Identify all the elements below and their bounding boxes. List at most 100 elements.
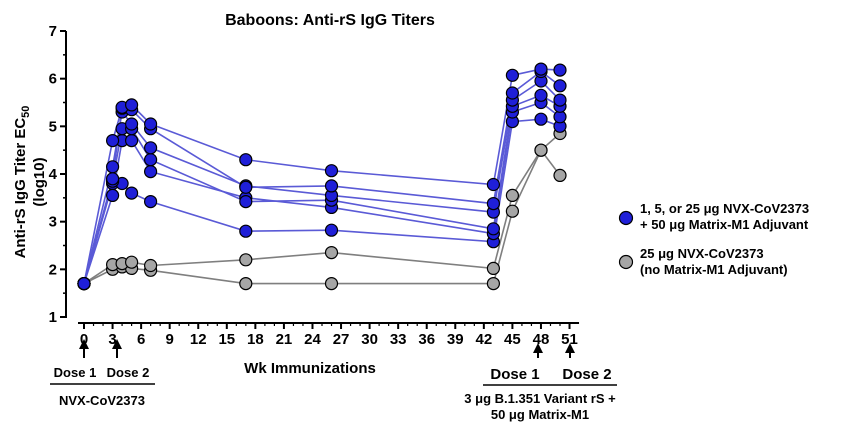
data-point-adjuvant bbox=[505, 86, 520, 100]
data-point-no-adjuvant bbox=[534, 143, 548, 157]
boost-label-line1: 3 μg B.1.351 Variant rS + bbox=[464, 391, 616, 406]
data-point-no-adjuvant bbox=[486, 277, 500, 291]
data-point-adjuvant bbox=[77, 277, 91, 291]
data-point-adjuvant bbox=[105, 172, 120, 186]
data-point-adjuvant bbox=[125, 186, 139, 200]
data-point-no-adjuvant bbox=[144, 258, 158, 273]
x-tick-label: 6 bbox=[137, 331, 145, 348]
y-axis-title: Anti-rS IgG Titer EC50 (log10) bbox=[12, 106, 48, 259]
data-point-adjuvant bbox=[144, 195, 158, 209]
x-tick-label: 12 bbox=[190, 331, 207, 348]
x-tick-label: 33 bbox=[390, 331, 407, 348]
series-line-adjuvant bbox=[83, 70, 561, 284]
x-axis-title: Wk Immunizations bbox=[244, 360, 376, 377]
chart-title: Baboons: Anti-rS IgG Titers bbox=[225, 12, 435, 29]
axes: 123456703691215182124273033363942454851 bbox=[49, 23, 580, 348]
x-tick-label: 9 bbox=[166, 331, 174, 348]
data-point-adjuvant bbox=[239, 153, 253, 167]
data-point-adjuvant bbox=[324, 164, 339, 178]
x-tick-label: 18 bbox=[247, 331, 264, 348]
dose1-label: Dose 1 bbox=[54, 365, 97, 380]
data-point-no-adjuvant bbox=[324, 246, 339, 260]
data-point-adjuvant bbox=[486, 177, 500, 192]
dose2-label: Dose 2 bbox=[107, 365, 150, 380]
data-point-no-adjuvant bbox=[239, 277, 253, 291]
legend-label-no-adjuvant-line2: (no Matrix-M1 Adjuvant) bbox=[640, 262, 788, 277]
data-point-adjuvant bbox=[486, 197, 500, 211]
data-point-adjuvant bbox=[534, 112, 548, 126]
data-point-adjuvant bbox=[125, 134, 139, 148]
data-point-adjuvant bbox=[553, 79, 567, 93]
legend-label-no-adjuvant-line1: 25 μg NVX-CoV2373 bbox=[640, 246, 764, 261]
y-tick-label: 4 bbox=[49, 166, 58, 183]
x-tick-label: 30 bbox=[361, 331, 378, 348]
x-tick-label: 51 bbox=[561, 331, 578, 348]
boost-annotation: Dose 1 Dose 2 3 μg B.1.351 Variant rS + … bbox=[464, 343, 617, 422]
x-tick-label: 21 bbox=[276, 331, 293, 348]
series-lines bbox=[83, 68, 561, 285]
data-point-adjuvant bbox=[324, 179, 339, 193]
data-point-no-adjuvant bbox=[239, 253, 253, 267]
legend-marker-adjuvant bbox=[618, 210, 634, 226]
y-tick-label: 7 bbox=[49, 23, 57, 40]
boost-dose1-label: Dose 1 bbox=[490, 366, 539, 383]
data-point-no-adjuvant bbox=[505, 204, 520, 218]
data-point-adjuvant bbox=[553, 93, 567, 107]
x-tick-label: 42 bbox=[475, 331, 492, 348]
data-point-adjuvant bbox=[239, 224, 253, 238]
data-point-adjuvant bbox=[505, 68, 520, 82]
data-point-adjuvant bbox=[553, 63, 567, 77]
boost-dose1-arrowhead bbox=[533, 343, 543, 353]
legend: 1, 5, or 25 μg NVX-CoV2373 + 50 μg Matri… bbox=[618, 201, 809, 277]
dose2-arrowhead bbox=[112, 339, 122, 349]
series-points bbox=[77, 62, 567, 291]
y-tick-label: 5 bbox=[49, 118, 57, 135]
data-point-adjuvant bbox=[105, 160, 120, 174]
y-axis-title-subscript: 50 bbox=[20, 106, 32, 118]
data-point-no-adjuvant bbox=[505, 188, 520, 202]
y-tick-label: 3 bbox=[49, 214, 57, 231]
y-tick-label: 1 bbox=[49, 309, 57, 326]
legend-marker-no-adjuvant bbox=[618, 254, 634, 270]
boost-label-line2: 50 μg Matrix-M1 bbox=[491, 407, 589, 422]
data-point-adjuvant bbox=[144, 117, 158, 131]
y-tick-label: 2 bbox=[49, 261, 57, 278]
x-tick-label: 48 bbox=[533, 331, 550, 348]
data-point-adjuvant bbox=[125, 117, 139, 131]
primary-vaccine-label: NVX-CoV2373 bbox=[59, 393, 145, 408]
data-point-adjuvant bbox=[239, 195, 253, 209]
data-point-adjuvant bbox=[144, 165, 158, 179]
legend-label-adjuvant-line2: + 50 μg Matrix-M1 Adjuvant bbox=[640, 217, 809, 232]
data-point-adjuvant bbox=[239, 180, 253, 194]
x-tick-label: 24 bbox=[304, 331, 321, 348]
x-tick-label: 15 bbox=[218, 331, 235, 348]
y-axis-title-line1: Anti-rS IgG Titer EC50 bbox=[12, 106, 32, 259]
data-point-adjuvant bbox=[534, 88, 548, 102]
data-point-adjuvant bbox=[144, 153, 158, 167]
data-point-no-adjuvant bbox=[324, 277, 339, 291]
data-point-adjuvant bbox=[105, 188, 120, 202]
data-point-adjuvant bbox=[105, 134, 120, 148]
y-tick-label: 6 bbox=[49, 71, 57, 88]
series-line-adjuvant bbox=[83, 68, 561, 284]
primary-annotation: Dose 1 Dose 2 NVX-CoV2373 bbox=[50, 339, 155, 408]
boost-dose2-arrowhead bbox=[565, 343, 575, 353]
data-point-adjuvant bbox=[534, 62, 548, 76]
x-tick-label: 39 bbox=[447, 331, 464, 348]
data-point-no-adjuvant bbox=[553, 168, 567, 182]
x-tick-label: 45 bbox=[504, 331, 521, 348]
boost-dose2-label: Dose 2 bbox=[562, 366, 611, 383]
data-point-adjuvant bbox=[144, 141, 158, 155]
y-axis-title-line2: (log10) bbox=[31, 157, 48, 206]
data-point-no-adjuvant bbox=[125, 255, 139, 269]
x-tick-label: 36 bbox=[418, 331, 435, 348]
data-point-adjuvant bbox=[486, 222, 500, 236]
data-point-adjuvant bbox=[125, 98, 139, 112]
y-axis-title-main: Anti-rS IgG Titer EC bbox=[12, 118, 29, 259]
dose1-arrowhead bbox=[79, 339, 89, 349]
x-tick-label: 3 bbox=[108, 331, 116, 348]
data-point-no-adjuvant bbox=[486, 261, 500, 275]
data-point-adjuvant bbox=[324, 223, 339, 237]
x-tick-label: 27 bbox=[333, 331, 350, 348]
